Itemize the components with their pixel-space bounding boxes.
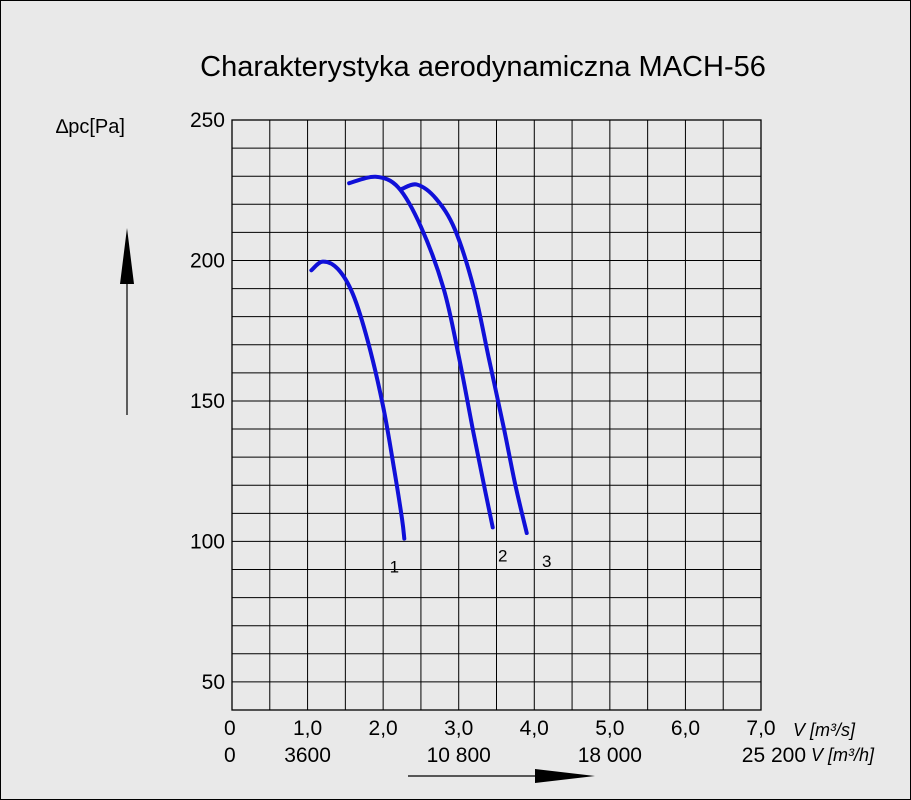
x-tick-label-primary: 7,0 — [746, 717, 775, 740]
x-tick-label-secondary: 10 800 — [427, 744, 491, 767]
y-tick-label: 150 — [190, 390, 225, 413]
x-unit-primary: V [m³/s] — [793, 720, 856, 740]
x-tick-label-primary: 5,0 — [595, 717, 624, 740]
y-tick-label: 250 — [190, 109, 225, 132]
y-tick-label: 100 — [190, 530, 225, 553]
series-line-1 — [309, 259, 407, 541]
x-tick-label-secondary: 25 200 — [742, 744, 806, 767]
y-axis-label: ∆pc[Pa] — [56, 116, 125, 138]
x-tick-labels: 0 1,0 2,0 3,0 4,0 5,0 6,0 7,0 0 3600 10 800 18 000 2… — [224, 717, 806, 767]
x-tick-label-primary: 4,0 — [520, 717, 549, 740]
series-line-2 — [347, 174, 495, 530]
x-arrow-head — [535, 769, 595, 783]
series-line-3 — [400, 182, 529, 535]
x-tick-label-primary: 0 — [224, 717, 236, 740]
y-tick-labels: 250 200 150 100 50 — [190, 109, 225, 694]
x-unit-secondary: V [m³/h] — [811, 745, 875, 765]
y-tick-label: 200 — [190, 249, 225, 272]
y-tick-label: 50 — [202, 671, 225, 694]
x-tick-label-secondary: 3600 — [284, 744, 331, 767]
x-tick-label-primary: 1,0 — [293, 717, 322, 740]
series-label-2: 2 — [498, 546, 507, 565]
series-label-3: 3 — [542, 552, 551, 571]
chart-title: Charakterystyka aerodynamiczna MACH-56 — [200, 51, 766, 83]
y-arrow-head — [120, 228, 134, 284]
x-tick-label-secondary: 0 — [224, 744, 236, 767]
series-group: 1 2 3 — [309, 174, 551, 577]
x-tick-label-primary: 3,0 — [444, 717, 473, 740]
x-tick-label-primary: 6,0 — [671, 717, 700, 740]
grid — [231, 119, 762, 711]
x-tick-label-primary: 2,0 — [369, 717, 398, 740]
series-label-1: 1 — [390, 558, 399, 577]
x-tick-label-secondary: 18 000 — [578, 744, 642, 767]
